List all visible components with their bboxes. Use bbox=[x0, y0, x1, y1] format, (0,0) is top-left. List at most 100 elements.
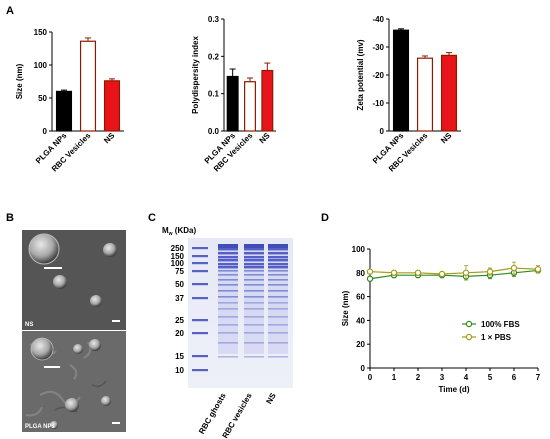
micrograph-label-ns: NS bbox=[25, 322, 33, 328]
gel-band bbox=[218, 342, 238, 344]
gel-band bbox=[268, 290, 288, 292]
bar bbox=[55, 90, 73, 132]
gel-band bbox=[218, 296, 238, 298]
gel-band bbox=[218, 259, 238, 262]
nanoparticle bbox=[65, 398, 79, 412]
y-tick-label: -40 bbox=[372, 15, 384, 24]
data-point bbox=[486, 268, 494, 275]
gel-band bbox=[244, 256, 264, 259]
y-tick-label: -10 bbox=[372, 99, 384, 108]
gel-band bbox=[244, 332, 264, 334]
data-point bbox=[414, 269, 422, 276]
gel-band bbox=[244, 284, 264, 286]
x-tick-label: 0 bbox=[368, 373, 373, 382]
nanoparticle bbox=[90, 295, 102, 307]
gel-band bbox=[218, 324, 238, 326]
x-tick-label: 1 bbox=[392, 373, 397, 382]
bar bbox=[392, 29, 410, 132]
y-tick-label: 100 bbox=[352, 245, 366, 254]
gel-ladder-band bbox=[192, 332, 208, 335]
data-point bbox=[510, 264, 518, 272]
gel-band bbox=[268, 270, 288, 272]
legend-label: 100% FBS bbox=[481, 320, 520, 329]
bar bbox=[103, 80, 121, 132]
x-tick-label: 2 bbox=[416, 373, 421, 382]
panel-label-a: A bbox=[6, 5, 14, 17]
gel-band bbox=[244, 324, 264, 326]
bar bbox=[440, 54, 458, 132]
gel-lane-label: NS bbox=[264, 391, 278, 406]
gel-ladder-band bbox=[192, 270, 208, 273]
gel-band bbox=[218, 274, 238, 276]
y-tick-label: 0 bbox=[380, 127, 385, 136]
y-axis-label: Polydispersity index bbox=[191, 36, 200, 114]
gel-ladder-band bbox=[192, 262, 208, 265]
y-tick-label: 100 bbox=[34, 61, 48, 70]
category-label: NS bbox=[258, 131, 273, 146]
gel-band bbox=[244, 296, 264, 298]
gel-band bbox=[268, 263, 288, 266]
bar bbox=[261, 69, 274, 132]
gel-band bbox=[218, 316, 238, 318]
data-point bbox=[534, 266, 542, 273]
gel-band bbox=[218, 290, 238, 292]
gel-band bbox=[268, 256, 288, 259]
gel-band bbox=[244, 244, 264, 248]
gel-band bbox=[244, 290, 264, 292]
x-tick-label: 4 bbox=[464, 373, 469, 382]
panel-label-c: C bbox=[148, 212, 156, 224]
y-tick-label: 0.0 bbox=[208, 127, 220, 136]
legend-marker bbox=[465, 320, 473, 328]
nanoparticle bbox=[73, 344, 83, 354]
gel-marker-label: 150 bbox=[171, 252, 185, 261]
y-tick-label: 40 bbox=[356, 316, 365, 325]
nanoparticle bbox=[103, 243, 117, 257]
gel-band bbox=[218, 279, 238, 281]
gel-marker-label: 50 bbox=[175, 280, 184, 289]
x-tick-label: 7 bbox=[536, 373, 541, 382]
x-axis-label: Time (d) bbox=[439, 385, 470, 394]
category-label: NS bbox=[102, 131, 117, 146]
gel-band bbox=[244, 356, 264, 358]
gel-band bbox=[218, 302, 238, 304]
gel-band bbox=[268, 324, 288, 326]
gel-mw-label: Mw (KDa) bbox=[162, 226, 196, 237]
gel-band bbox=[268, 342, 288, 344]
gel-band bbox=[268, 308, 288, 310]
series-line bbox=[369, 269, 539, 280]
gel-band bbox=[218, 248, 238, 251]
y-tick-label: 0.3 bbox=[208, 15, 220, 24]
gel-marker-label: 10 bbox=[175, 366, 184, 375]
gel-band bbox=[244, 266, 264, 269]
gel-ladder-band bbox=[192, 369, 208, 372]
data-point bbox=[366, 268, 374, 275]
size-stability-line-chart: 0 20 40 60 80 100 0 1 2 3 4 5 6 7 Time (d) Size (nm) 100… bbox=[341, 245, 542, 394]
gel-band bbox=[244, 274, 264, 276]
y-axis-label: Size (nm) bbox=[15, 63, 24, 99]
gel-band bbox=[268, 302, 288, 304]
gel-band bbox=[268, 316, 288, 318]
nanoparticle bbox=[30, 337, 54, 361]
y-axis-label: Zeta potential (mv) bbox=[356, 39, 365, 110]
gel-ladder-band bbox=[192, 297, 208, 300]
panel-label-b: B bbox=[6, 212, 14, 224]
gel-ladder-band bbox=[192, 319, 208, 322]
gel-band bbox=[268, 356, 288, 358]
gel-band bbox=[218, 252, 238, 255]
legend-marker bbox=[465, 333, 473, 341]
y-tick-label: 0.2 bbox=[208, 52, 220, 61]
gel-band bbox=[268, 332, 288, 334]
y-tick-label: 20 bbox=[356, 340, 365, 349]
gel-band bbox=[218, 284, 238, 286]
bar bbox=[79, 40, 97, 132]
gel-band bbox=[218, 266, 238, 269]
data-point bbox=[366, 275, 374, 282]
legend-label: 1 × PBS bbox=[481, 333, 512, 342]
x-tick-label: 6 bbox=[512, 373, 517, 382]
bar bbox=[416, 57, 434, 132]
gel-band bbox=[218, 270, 238, 272]
